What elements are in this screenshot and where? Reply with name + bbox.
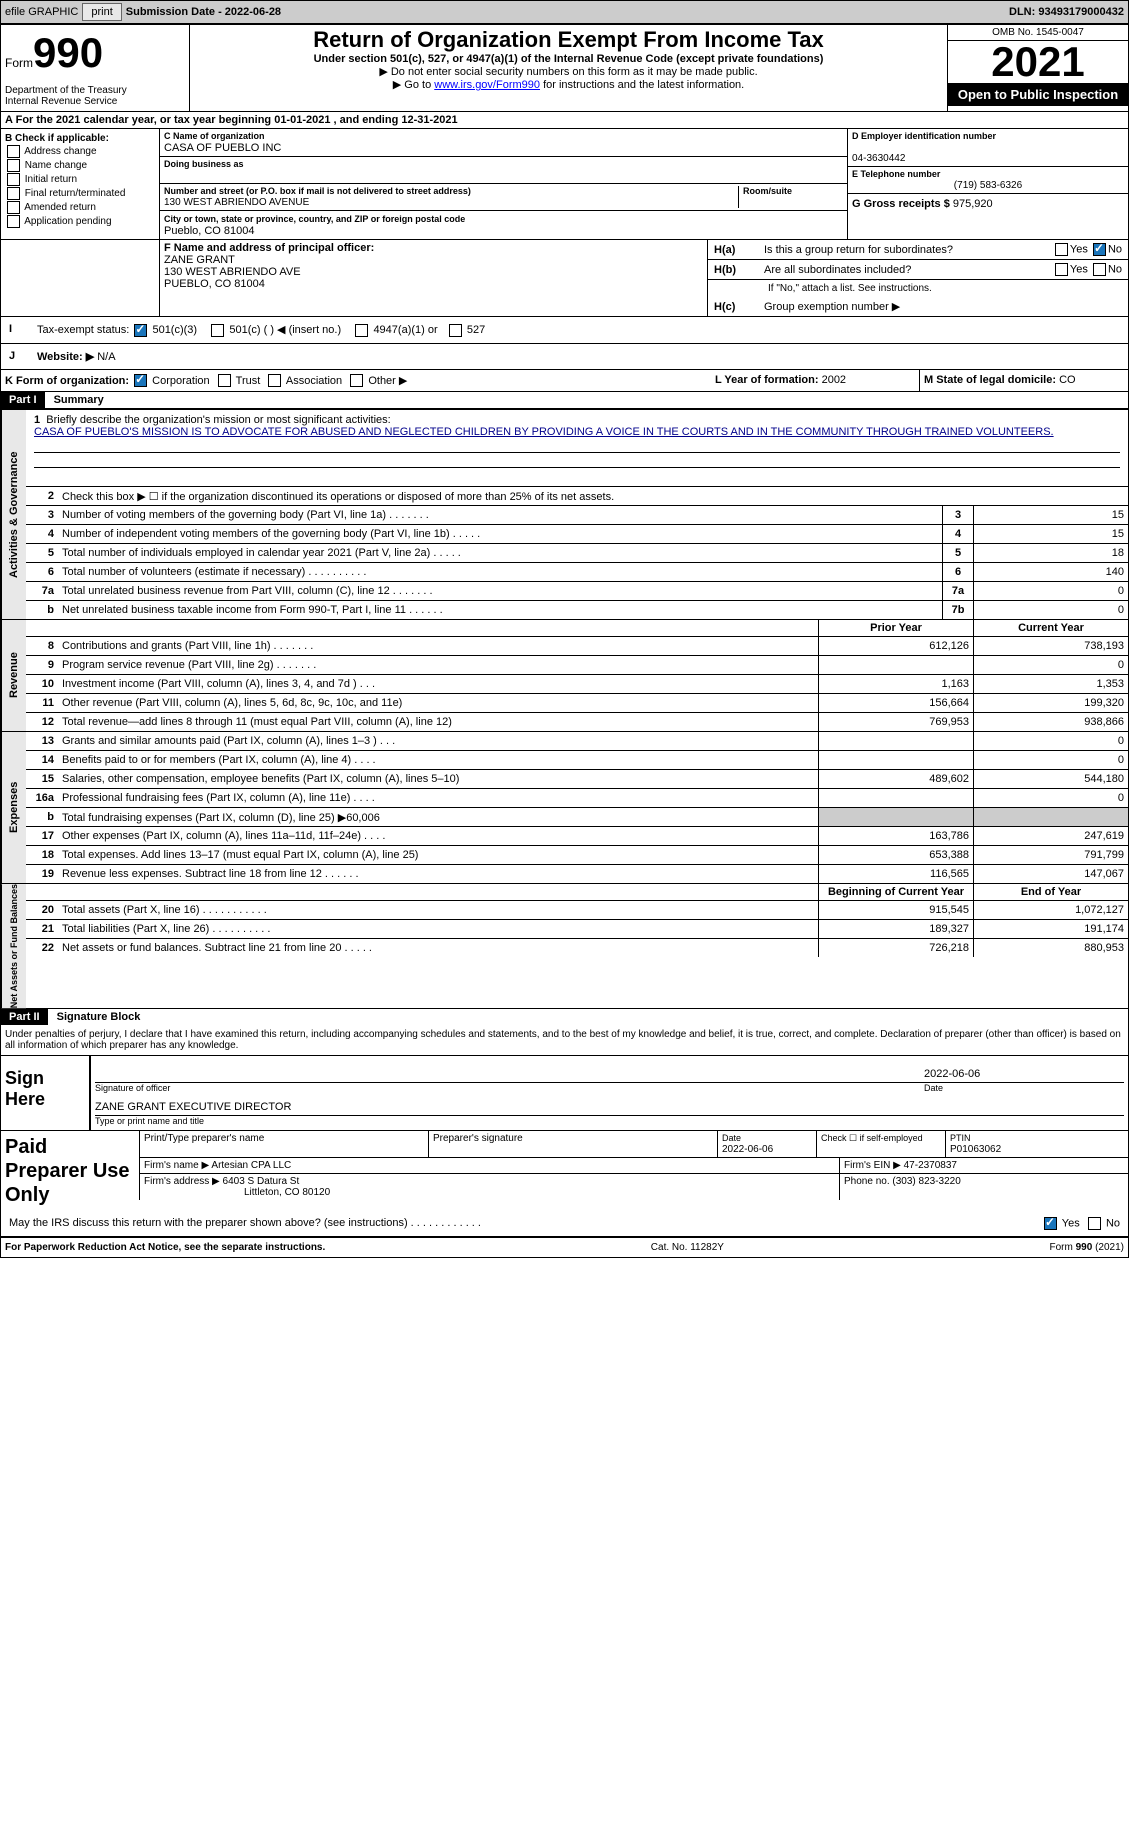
section-b: B Check if applicable: Address change Na… [1,129,160,239]
print-button[interactable]: print [82,3,121,21]
form-note1: ▶ Do not enter social security numbers o… [192,65,945,78]
telephone: (719) 583-6326 [852,180,1124,191]
firm-name: Artesian CPA LLC [211,1160,291,1171]
firm-phone: (303) 823-3220 [892,1176,960,1187]
goto-post: for instructions and the latest informat… [540,79,744,91]
ein: 04-3630442 [852,153,905,164]
tab-revenue: Revenue [1,620,26,731]
gross-receipts: 975,920 [953,198,993,210]
form-word: Form [5,56,33,70]
mission-text: CASA OF PUEBLO'S MISSION IS TO ADVOCATE … [34,426,1054,438]
section-d: D Employer identification number04-36304… [847,129,1128,239]
form-subtitle: Under section 501(c), 527, or 4947(a)(1)… [192,53,945,65]
org-city: Pueblo, CO 81004 [164,225,255,237]
tax-year: 2021 [948,41,1128,83]
part2-header: Part II [1,1009,48,1025]
line-a: A For the 2021 calendar year, or tax yea… [1,112,1128,129]
firm-ein: 47-2370837 [904,1160,957,1171]
form-990: Form990 Department of the Treasury Inter… [0,24,1129,1258]
org-name: CASA OF PUEBLO INC [164,142,281,154]
form-title: Return of Organization Exempt From Incom… [192,27,945,53]
open-inspection: Open to Public Inspection [948,83,1128,106]
tab-net-assets: Net Assets or Fund Balances [1,884,26,1008]
footer-right: Form 990 (2021) [1050,1242,1124,1253]
goto-pre: ▶ Go to [393,79,434,91]
sign-here-label: Sign Here [1,1056,89,1130]
officer-name-title: ZANE GRANT EXECUTIVE DIRECTOR [95,1101,291,1113]
org-address: 130 WEST ABRIENDO AVENUE [164,197,309,208]
penalties-text: Under penalties of perjury, I declare th… [1,1025,1128,1055]
tab-expenses: Expenses [1,732,26,883]
ptin: P01063062 [950,1144,1001,1155]
submission-date: Submission Date - 2022-06-28 [126,6,281,18]
footer-center: Cat. No. 11282Y [651,1242,724,1253]
dln-label: DLN: 93493179000432 [1009,6,1124,18]
part1-header: Part I [1,392,45,408]
top-toolbar: efile GRAPHIC print Submission Date - 20… [0,0,1129,24]
officer-name: ZANE GRANT [164,254,235,266]
dept-label: Department of the Treasury Internal Reve… [5,85,185,107]
irs-link[interactable]: www.irs.gov/Form990 [434,79,540,91]
section-c: C Name of organizationCASA OF PUEBLO INC… [160,129,847,239]
website: N/A [97,351,115,363]
tab-governance: Activities & Governance [1,410,26,619]
paid-preparer-label: Paid Preparer Use Only [1,1131,139,1211]
footer-left: For Paperwork Reduction Act Notice, see … [5,1242,325,1253]
form-number: 990 [33,29,103,76]
efile-label: efile GRAPHIC [5,6,78,18]
